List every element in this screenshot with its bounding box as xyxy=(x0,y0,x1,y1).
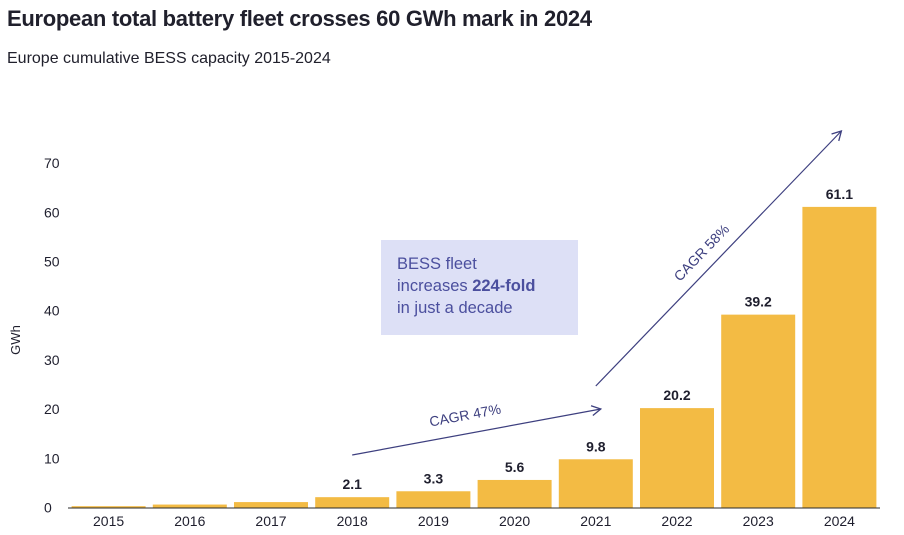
x-tick-label-2016: 2016 xyxy=(174,513,205,529)
data-label-2024: 61.1 xyxy=(826,186,853,202)
bar-2015 xyxy=(71,506,146,508)
bar-2020 xyxy=(477,479,552,508)
x-tick-label-2022: 2022 xyxy=(661,513,692,529)
callout-line-3: in just a decade xyxy=(397,299,513,317)
y-tick-label: 20 xyxy=(44,401,60,417)
cagr-label-1: CAGR 47% xyxy=(428,401,502,430)
callout-line-2-prefix: increases xyxy=(397,277,473,295)
x-tick-label-2017: 2017 xyxy=(255,513,286,529)
y-tick-label: 50 xyxy=(44,254,60,270)
x-tick-label-2019: 2019 xyxy=(418,513,449,529)
bar-2024 xyxy=(802,206,877,508)
x-tick-label-2020: 2020 xyxy=(499,513,530,529)
y-tick-label: 60 xyxy=(44,204,60,220)
y-tick-label: 40 xyxy=(44,303,60,319)
callout-line-2: increases 224-fold xyxy=(397,275,578,297)
x-tick-label-2024: 2024 xyxy=(824,513,855,529)
data-label-2019: 3.3 xyxy=(424,470,444,486)
bar-2017 xyxy=(234,502,308,508)
x-tick-label-2023: 2023 xyxy=(743,513,774,529)
cagr-arrow-2 xyxy=(595,130,843,387)
bar-2019 xyxy=(396,491,471,508)
x-tick-label-2015: 2015 xyxy=(93,513,124,529)
chart-subtitle: Europe cumulative BESS capacity 2015-202… xyxy=(7,50,331,67)
cagr-label-2: CAGR 58% xyxy=(671,221,733,284)
data-label-2022: 20.2 xyxy=(663,387,690,403)
bar-2023 xyxy=(721,314,796,508)
y-tick-label: 30 xyxy=(44,352,60,368)
callout-box: BESS fleet increases 224-fold in just a … xyxy=(381,240,578,335)
data-label-2021: 9.8 xyxy=(586,438,606,454)
bar-2022 xyxy=(640,408,714,508)
x-tick-label-2021: 2021 xyxy=(580,513,611,529)
y-tick-label: 70 xyxy=(44,155,60,171)
chart-title: European total battery fleet crosses 60 … xyxy=(7,6,592,31)
y-tick-label: 0 xyxy=(44,500,52,516)
bar-2018 xyxy=(315,497,390,508)
callout-line-1: BESS fleet xyxy=(397,255,477,273)
y-axis-title: GWh xyxy=(8,325,23,355)
data-label-2023: 39.2 xyxy=(745,294,772,310)
cagr-arrow-1 xyxy=(352,405,603,456)
callout-highlight: 224-fold xyxy=(472,277,536,295)
bar-2016 xyxy=(152,504,227,508)
y-tick-label: 10 xyxy=(44,450,60,466)
data-label-2020: 5.6 xyxy=(505,459,525,475)
data-label-2018: 2.1 xyxy=(342,476,362,492)
x-tick-label-2018: 2018 xyxy=(337,513,368,529)
bar-2021 xyxy=(558,459,633,508)
